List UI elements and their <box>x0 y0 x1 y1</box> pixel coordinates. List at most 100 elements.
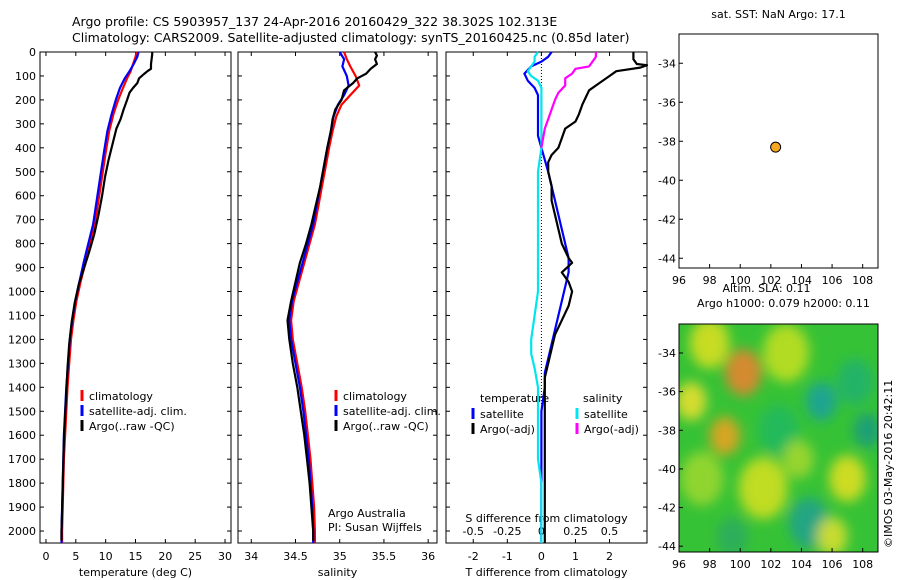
s-diff-tick-label: -0.5 <box>463 525 484 538</box>
legend-group-temperature: temperature <box>480 392 549 405</box>
depth-tick-label: 1500 <box>8 405 36 418</box>
depth-tick-label: 700 <box>15 214 36 227</box>
temperature-xtick-label: 20 <box>158 550 172 563</box>
salinity-xtick-label: 34.5 <box>283 550 308 563</box>
sla-anomaly <box>763 324 810 382</box>
difference-xtick-label: 1 <box>572 550 579 563</box>
depth-tick-label: 1100 <box>8 309 36 322</box>
salinity-xtick-label: 35 <box>333 550 347 563</box>
s-diff-tick-label: -0.25 <box>493 525 521 538</box>
temperature-xtick-label: 5 <box>72 550 79 563</box>
sla_map-ytick-label: -44 <box>658 540 676 553</box>
sla-anomaly <box>724 349 762 396</box>
temperature-frame <box>39 51 232 544</box>
sla-title-1: Altim. SLA: 0.11 <box>722 282 810 295</box>
difference-xtick-label: -1 <box>502 550 513 563</box>
temperature-legend-label: Argo(..raw -QC) <box>89 420 175 433</box>
diff-legend-label: satellite <box>584 408 628 421</box>
depth-tick-label: 300 <box>15 118 36 131</box>
plot-area: 0100200300400500600700800900100011001200… <box>8 8 879 579</box>
temperature-xtick-label: 10 <box>99 550 113 563</box>
sla-anomaly <box>783 439 814 479</box>
sla-anomaly <box>806 381 837 421</box>
depth-tick-label: 500 <box>15 166 36 179</box>
salinity-series-0 <box>290 51 361 543</box>
sla-anomaly <box>709 416 741 456</box>
sla-anomaly <box>836 358 874 406</box>
depth-tick-label: 900 <box>15 262 36 275</box>
difference-series-1 <box>543 52 649 543</box>
location_map-ytick-label: -36 <box>658 96 676 109</box>
sla-anomaly <box>689 324 730 369</box>
difference-series-2 <box>526 51 543 543</box>
depth-tick-label: 2000 <box>8 525 36 538</box>
difference-series-0 <box>523 51 570 543</box>
s-diff-tick-label: 0.5 <box>601 525 619 538</box>
argo-location-marker <box>770 141 782 153</box>
location_map-ytick-label: -38 <box>658 135 676 148</box>
panel-difference: -2 -1 0 1 2 T difference from climatology -0.5… <box>445 51 649 579</box>
depth-tick-label: 600 <box>15 190 36 203</box>
header-line-1: Argo profile: CS 5903957_137 24-Apr-2016… <box>72 14 557 29</box>
sla-anomaly <box>816 517 848 552</box>
temperature-xtick-label: 0 <box>42 550 49 563</box>
depth-tick-label: 1400 <box>8 381 36 394</box>
difference-frame <box>445 51 648 544</box>
s-diff-xlabel: S difference from climatology <box>465 512 628 525</box>
sla_map-ytick-label: -38 <box>658 424 676 437</box>
sla_map-frame <box>678 323 879 553</box>
depth-tick-label: 1200 <box>8 333 36 346</box>
location_map-ytick-label: -34 <box>658 57 676 70</box>
depth-tick-label: 1000 <box>8 286 36 299</box>
salinity-frame <box>237 51 438 544</box>
salinity-legend-label: Argo(..raw -QC) <box>343 420 429 433</box>
temperature-legend-label: satellite-adj. clim. <box>89 405 187 418</box>
sla_map-xtick-label: 106 <box>822 558 843 571</box>
location_map-xtick-label: 104 <box>791 274 812 287</box>
location_map-ytick-label: -44 <box>658 252 676 265</box>
sla_map-ytick-label: -34 <box>658 347 676 360</box>
location_map-ytick-label: -42 <box>658 213 676 226</box>
sla_map-xtick-label: 96 <box>672 558 686 571</box>
location_map-xtick-label: 102 <box>760 274 781 287</box>
sla-anomaly <box>717 517 748 552</box>
credit-line-2: PI: Susan Wijffels <box>328 521 422 534</box>
diff-legend-label: Argo(-adj) <box>584 423 639 436</box>
sla_map-xtick-label: 108 <box>852 558 873 571</box>
salinity-xlabel: salinity <box>318 566 358 579</box>
sla-anomaly <box>738 457 788 520</box>
sla-anomaly <box>829 455 866 502</box>
sla_map-xtick-label: 102 <box>760 558 781 571</box>
temperature-xtick-label: 30 <box>218 550 232 563</box>
depth-tick-label: 1300 <box>8 357 36 370</box>
salinity-series-2 <box>286 51 378 541</box>
panel-location_map: sat. SST: NaN Argo: 17.1 96 98 100 102 104 106… <box>658 8 879 287</box>
map-title: sat. SST: NaN Argo: 17.1 <box>711 8 845 21</box>
temperature-xlabel: temperature (deg C) <box>79 566 192 579</box>
difference-xlabel: T difference from climatology <box>465 566 628 579</box>
sla_map-xtick-label: 98 <box>703 558 717 571</box>
sla_map-ytick-label: -36 <box>658 386 676 399</box>
depth-tick-label: 100 <box>15 70 36 83</box>
sla_map-ytick-label: -40 <box>658 463 676 476</box>
depth-tick-label: 1800 <box>8 477 36 490</box>
panel-temperature: 0100200300400500600700800900100011001200… <box>8 46 232 579</box>
panel-sla_map: Altim. SLA: 0.11 Argo h1000: 0.079 h2000:… <box>658 282 879 571</box>
difference-series-3 <box>540 52 598 148</box>
difference-xtick-label: -2 <box>468 550 479 563</box>
s-diff-tick-label: 0.25 <box>563 525 588 538</box>
depth-tick-label: 200 <box>15 94 36 107</box>
diff-legend-label: Argo(-adj) <box>480 423 535 436</box>
salinity-legend-label: satellite-adj. clim. <box>343 405 441 418</box>
temperature-series-2 <box>60 52 154 541</box>
panel-salinity: 34 34.5 35 35.5 36 salinity climatology satelli… <box>237 51 441 579</box>
sla-anomaly <box>758 405 799 456</box>
imos-stamp: ©IMOS 03-May-2016 20:42:11 <box>882 380 895 548</box>
salinity-legend-label: climatology <box>343 390 407 403</box>
location_map-xtick-label: 96 <box>672 274 686 287</box>
temperature-xtick-label: 15 <box>129 550 143 563</box>
legend-group-salinity: salinity <box>583 392 623 405</box>
depth-tick-label: 1900 <box>8 501 36 514</box>
difference-xtick-label: 2 <box>606 550 613 563</box>
location_map-xtick-label: 108 <box>852 274 873 287</box>
